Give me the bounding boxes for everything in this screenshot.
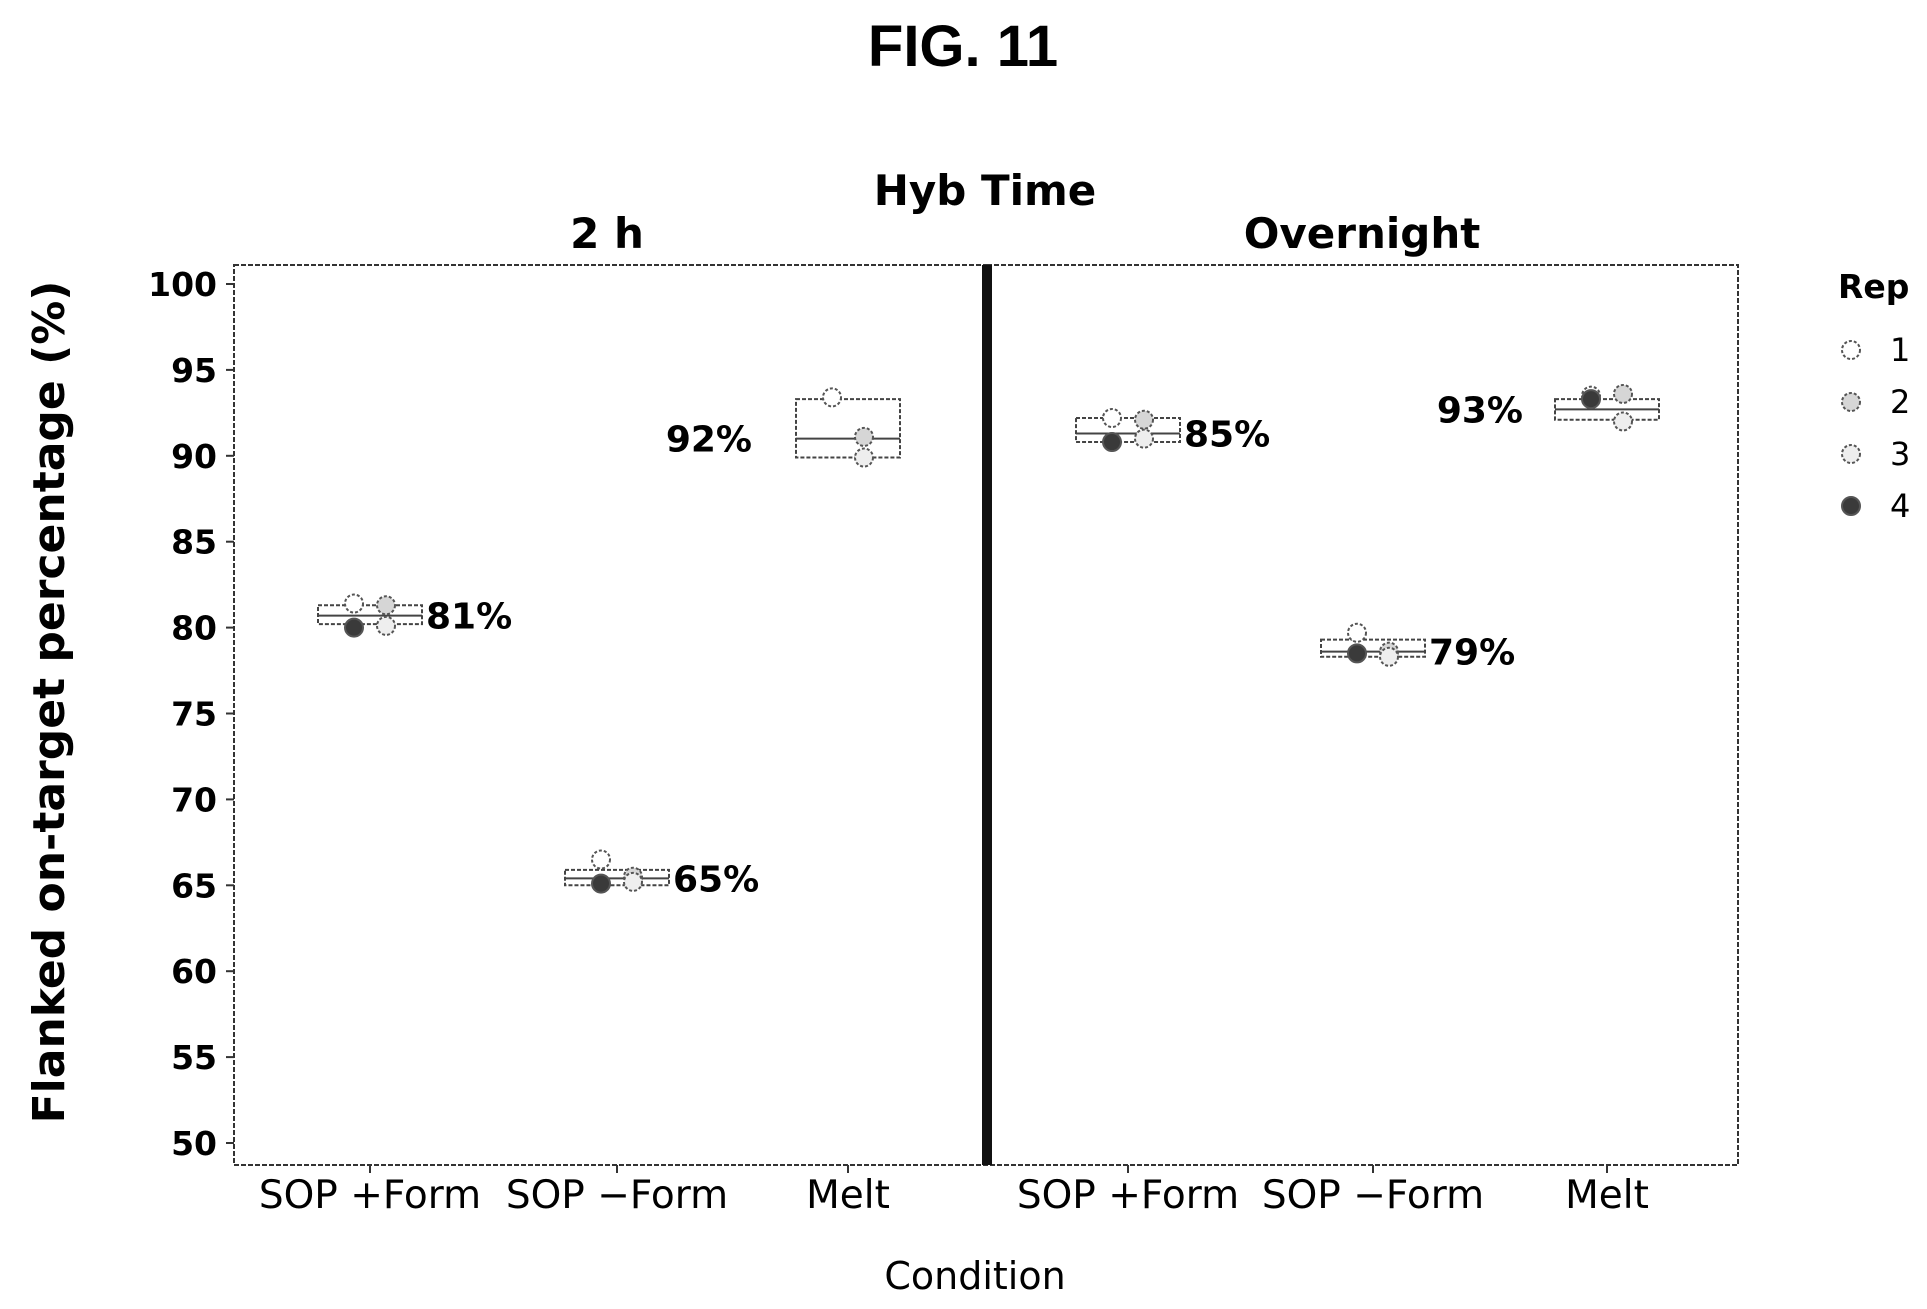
data-point-rep-4 [1347,643,1367,664]
percent-annotation: 81% [426,597,512,638]
legend-label: 2 [1890,383,1910,421]
legend-label: 1 [1890,331,1910,369]
y-tick-label: 55 [171,1038,217,1077]
facet-title: Hyb Time [874,166,1097,215]
x-tick-label: Melt [1565,1173,1649,1218]
legend-marker [1841,340,1861,360]
data-point-rep-2 [1134,409,1154,430]
y-tick-label: 60 [171,952,217,991]
legend-label: 4 [1890,487,1910,525]
y-tick-label: 100 [148,265,217,304]
figure-label: FIG. 11 [868,14,1058,79]
data-point-rep-3 [1134,428,1154,449]
x-tick-label: SOP −Form [1262,1173,1484,1218]
legend-marker [1841,444,1861,464]
panel-divider [982,265,992,1165]
data-point-rep-4 [1581,389,1601,410]
data-point-rep-4 [591,873,611,894]
data-point-rep-3 [854,447,874,468]
data-point-rep-3 [1379,646,1399,667]
box [795,398,901,459]
panel-title-2h: 2 h [570,209,644,258]
y-tick-label: 90 [171,437,217,476]
x-tick-label: SOP +Form [1017,1173,1239,1218]
y-tick-label: 70 [171,780,217,819]
data-point-rep-2 [854,426,874,447]
percent-annotation: 92% [666,420,752,461]
data-point-rep-2 [1613,383,1633,404]
percent-annotation: 85% [1184,414,1270,455]
data-point-rep-4 [1102,432,1122,453]
plot-marks: 81% 65% 92% 85% 79% 93% [317,383,1660,900]
x-tick-label: SOP +Form [259,1173,481,1218]
y-tick-label: 75 [171,695,217,734]
y-axis: 50 55 60 65 70 75 80 85 90 95 100 [148,265,234,1163]
box [1320,638,1426,658]
x-tick-label: SOP −Form [506,1173,728,1218]
data-point-rep-3 [623,871,643,892]
panel-title-overnight: Overnight [1244,209,1481,258]
legend-label: 3 [1890,435,1910,473]
data-point-rep-4 [344,617,364,638]
percent-annotation: 93% [1437,390,1523,431]
percent-annotation: 65% [673,859,759,900]
y-tick-label: 80 [171,609,217,648]
y-tick-label: 50 [171,1124,217,1163]
panel-frame-2h [233,264,988,1166]
y-tick-label: 85 [171,523,217,562]
y-axis-title: Flanked on-target percentage (%) [24,281,75,1124]
legend: Rep 1 2 3 4 [1838,267,1910,525]
data-point-rep-3 [1613,411,1633,432]
data-point-rep-1 [1347,622,1367,643]
box [1075,417,1181,444]
data-point-rep-1 [1102,408,1122,429]
y-tick-label: 65 [171,866,217,905]
data-point-rep-2 [376,595,396,616]
data-point-rep-1 [822,387,842,408]
legend-marker [1841,496,1861,516]
legend-marker [1841,392,1861,412]
x-axis-title: Condition [884,1254,1065,1298]
data-point-rep-1 [344,593,364,614]
data-point-rep-1 [591,849,611,870]
percent-annotation: 79% [1429,633,1515,674]
y-tick-label: 95 [171,351,217,390]
x-axis: SOP +Form SOP −Form Melt SOP +Form SOP −Form… [259,1165,1649,1218]
legend-title: Rep [1838,267,1909,306]
data-point-rep-3 [376,615,396,636]
x-tick-label: Melt [806,1173,890,1218]
